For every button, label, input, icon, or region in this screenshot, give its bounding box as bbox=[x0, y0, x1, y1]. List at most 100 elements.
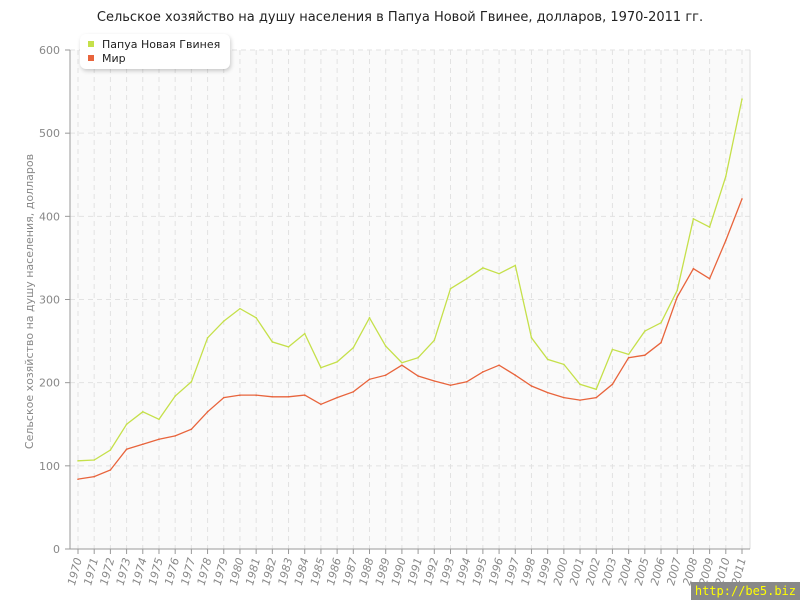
data-point bbox=[627, 353, 630, 356]
data-point bbox=[222, 320, 225, 322]
data-point bbox=[125, 448, 128, 451]
data-point bbox=[303, 332, 306, 335]
data-point bbox=[417, 356, 419, 359]
data-point bbox=[433, 380, 436, 382]
y-tick-label: 200 bbox=[39, 377, 60, 390]
legend-item-world[interactable]: Мир bbox=[88, 51, 220, 65]
data-point bbox=[530, 385, 533, 387]
data-point bbox=[563, 363, 565, 366]
data-point bbox=[109, 469, 112, 471]
legend-swatch bbox=[88, 41, 94, 47]
data-point bbox=[741, 98, 743, 100]
data-point bbox=[158, 438, 160, 441]
data-point bbox=[384, 345, 387, 347]
data-point bbox=[158, 418, 160, 421]
data-point bbox=[725, 239, 727, 242]
data-point bbox=[676, 289, 679, 292]
legend-label: Папуа Новая Гвинея bbox=[102, 37, 221, 51]
data-point bbox=[514, 374, 517, 376]
data-point bbox=[255, 394, 257, 396]
data-point bbox=[530, 336, 533, 339]
data-point bbox=[352, 346, 355, 349]
data-point bbox=[417, 375, 419, 377]
data-point bbox=[93, 459, 95, 461]
legend-swatch bbox=[88, 55, 94, 61]
data-point bbox=[336, 396, 338, 399]
y-tick-label: 500 bbox=[39, 127, 60, 140]
data-point bbox=[320, 366, 322, 369]
data-point bbox=[692, 218, 695, 220]
data-point bbox=[433, 339, 436, 342]
data-point bbox=[708, 277, 711, 280]
legend-item-png[interactable]: Папуа Новая Гвинея bbox=[88, 37, 220, 51]
data-point bbox=[287, 346, 290, 348]
data-point bbox=[660, 321, 662, 324]
data-point bbox=[125, 423, 128, 426]
data-point bbox=[109, 449, 112, 451]
legend[interactable]: Папуа Новая Гвинея Мир bbox=[80, 34, 231, 69]
data-point bbox=[190, 428, 193, 431]
data-point bbox=[465, 381, 468, 383]
y-tick-label: 600 bbox=[39, 44, 60, 57]
watermark[interactable]: http://be5.biz bbox=[690, 582, 800, 600]
data-point bbox=[206, 336, 209, 339]
data-point bbox=[368, 316, 371, 319]
data-point bbox=[563, 396, 565, 399]
data-point bbox=[271, 396, 274, 398]
data-point bbox=[174, 395, 176, 397]
data-point bbox=[368, 378, 371, 381]
data-point bbox=[77, 460, 79, 462]
data-point bbox=[627, 356, 630, 359]
legend-label: Мир bbox=[102, 51, 126, 65]
data-point bbox=[303, 394, 306, 396]
data-point bbox=[239, 394, 241, 396]
data-point bbox=[741, 198, 743, 200]
data-point bbox=[384, 374, 387, 376]
data-point bbox=[692, 267, 695, 270]
y-tick-label: 300 bbox=[39, 294, 60, 307]
series-line-0 bbox=[77, 98, 743, 462]
chart-title: Сельское хозяйство на душу населения в П… bbox=[96, 10, 704, 25]
y-axis-label: Сельское хозяйство на душу населения, до… bbox=[23, 154, 36, 449]
data-point bbox=[498, 364, 500, 367]
data-point bbox=[255, 316, 257, 319]
data-point bbox=[611, 348, 614, 351]
data-point bbox=[336, 361, 338, 363]
y-tick-label: 100 bbox=[39, 460, 60, 473]
data-point bbox=[141, 443, 144, 446]
data-point bbox=[352, 391, 355, 393]
data-point bbox=[190, 381, 193, 383]
data-point bbox=[708, 226, 711, 228]
series-line-1 bbox=[77, 198, 743, 480]
data-point bbox=[644, 354, 646, 357]
data-point bbox=[222, 396, 225, 399]
data-point bbox=[287, 396, 290, 398]
data-point bbox=[498, 272, 500, 275]
data-point bbox=[546, 391, 549, 394]
data-point bbox=[595, 388, 598, 391]
data-point bbox=[725, 175, 727, 178]
data-point bbox=[465, 277, 468, 280]
data-point bbox=[449, 384, 452, 386]
y-tick-label: 400 bbox=[39, 210, 60, 223]
data-point bbox=[271, 341, 274, 343]
data-point bbox=[676, 296, 679, 298]
plot-background bbox=[70, 50, 750, 549]
data-point bbox=[660, 341, 662, 344]
data-point bbox=[141, 410, 144, 413]
data-point bbox=[93, 475, 95, 478]
data-point bbox=[401, 361, 403, 364]
data-point bbox=[514, 264, 517, 267]
data-point bbox=[482, 371, 484, 373]
data-point bbox=[77, 478, 79, 480]
data-point bbox=[482, 267, 484, 269]
data-point bbox=[239, 307, 241, 310]
data-point bbox=[611, 383, 614, 386]
y-tick-label: 0 bbox=[53, 543, 60, 556]
data-point bbox=[401, 364, 403, 367]
data-point bbox=[644, 330, 646, 332]
data-point bbox=[579, 399, 581, 401]
data-point bbox=[595, 396, 598, 399]
data-point bbox=[174, 435, 176, 437]
